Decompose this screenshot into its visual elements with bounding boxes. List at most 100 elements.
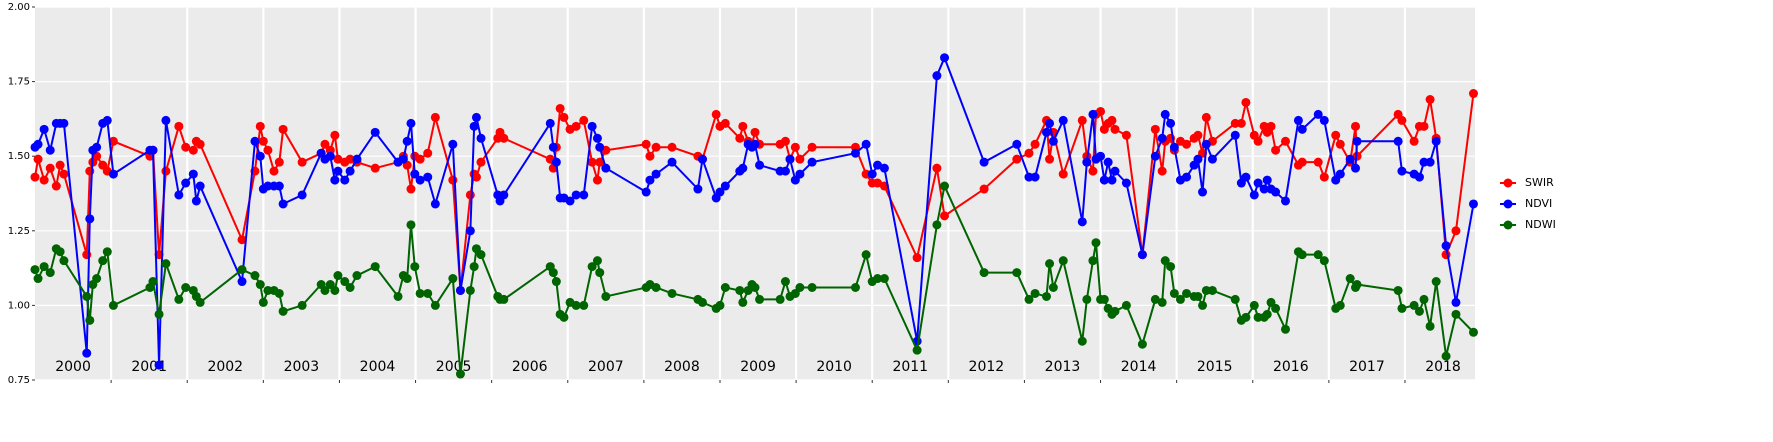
y-tick-label: 1.00 — [8, 300, 30, 311]
point — [1207, 285, 1217, 295]
point — [333, 154, 343, 164]
point — [465, 226, 475, 236]
point — [1160, 109, 1170, 119]
point — [154, 360, 164, 370]
point — [1335, 300, 1345, 310]
point — [1201, 139, 1211, 149]
point — [1012, 154, 1022, 164]
y-tick-label: 1.75 — [8, 77, 30, 88]
point — [1393, 136, 1403, 146]
point — [98, 256, 108, 266]
point — [1419, 121, 1429, 131]
point — [499, 190, 509, 200]
legend-key — [1503, 220, 1513, 230]
x-tick-label: 2017 — [1349, 359, 1385, 375]
point — [255, 121, 265, 131]
point — [912, 345, 922, 355]
point — [571, 121, 581, 131]
point — [667, 142, 677, 152]
point — [1088, 256, 1098, 266]
point — [1351, 121, 1361, 131]
point — [45, 145, 55, 155]
point — [237, 277, 247, 287]
point — [1271, 303, 1281, 313]
point — [595, 157, 605, 167]
point — [1088, 109, 1098, 119]
point — [807, 157, 817, 167]
point — [1345, 154, 1355, 164]
plot-panel — [35, 7, 1475, 380]
point — [1166, 118, 1176, 128]
point — [807, 142, 817, 152]
point — [455, 285, 465, 295]
point — [39, 124, 49, 134]
point — [1193, 130, 1203, 140]
x-tick-label: 2018 — [1425, 359, 1461, 375]
point — [592, 133, 602, 143]
point — [1468, 199, 1478, 209]
point — [879, 163, 889, 173]
point — [715, 300, 725, 310]
point — [873, 160, 883, 170]
point — [1157, 166, 1167, 176]
point — [750, 282, 760, 292]
point — [720, 181, 730, 191]
point — [755, 294, 765, 304]
point — [161, 259, 171, 269]
point — [780, 277, 790, 287]
point — [775, 294, 785, 304]
point — [1024, 294, 1034, 304]
point — [174, 294, 184, 304]
point — [1259, 184, 1269, 194]
point — [1431, 277, 1441, 287]
point — [191, 196, 201, 206]
point — [1150, 124, 1160, 134]
point — [1271, 187, 1281, 197]
legend-key — [1503, 178, 1513, 188]
point — [59, 118, 69, 128]
point — [1150, 151, 1160, 161]
point — [161, 115, 171, 125]
point — [188, 145, 198, 155]
point — [979, 157, 989, 167]
point — [735, 133, 745, 143]
point — [1045, 154, 1055, 164]
point — [465, 190, 475, 200]
point — [393, 291, 403, 301]
point — [1198, 300, 1208, 310]
point — [45, 163, 55, 173]
legend-label: NDVI — [1525, 197, 1552, 210]
point — [979, 184, 989, 194]
point — [873, 178, 883, 188]
point — [1182, 139, 1192, 149]
point — [370, 127, 380, 137]
point — [595, 268, 605, 278]
point — [320, 139, 330, 149]
point — [1169, 288, 1179, 298]
point — [258, 136, 268, 146]
point — [790, 142, 800, 152]
point — [1253, 136, 1263, 146]
legend-label: SWIR — [1525, 176, 1554, 189]
point — [1045, 118, 1055, 128]
point — [82, 291, 92, 301]
point — [370, 163, 380, 173]
point — [1352, 280, 1362, 290]
point — [1397, 303, 1407, 313]
point — [795, 154, 805, 164]
point — [340, 277, 350, 287]
point — [330, 285, 340, 295]
point — [1425, 157, 1435, 167]
point — [738, 121, 748, 131]
point — [448, 274, 458, 284]
point — [1182, 172, 1192, 182]
point — [667, 288, 677, 298]
point — [1293, 115, 1303, 125]
point — [1166, 262, 1176, 272]
point — [932, 220, 942, 230]
point — [274, 157, 284, 167]
point — [345, 154, 355, 164]
point — [579, 115, 589, 125]
x-tick-label: 2005 — [436, 359, 472, 375]
point — [1352, 136, 1362, 146]
